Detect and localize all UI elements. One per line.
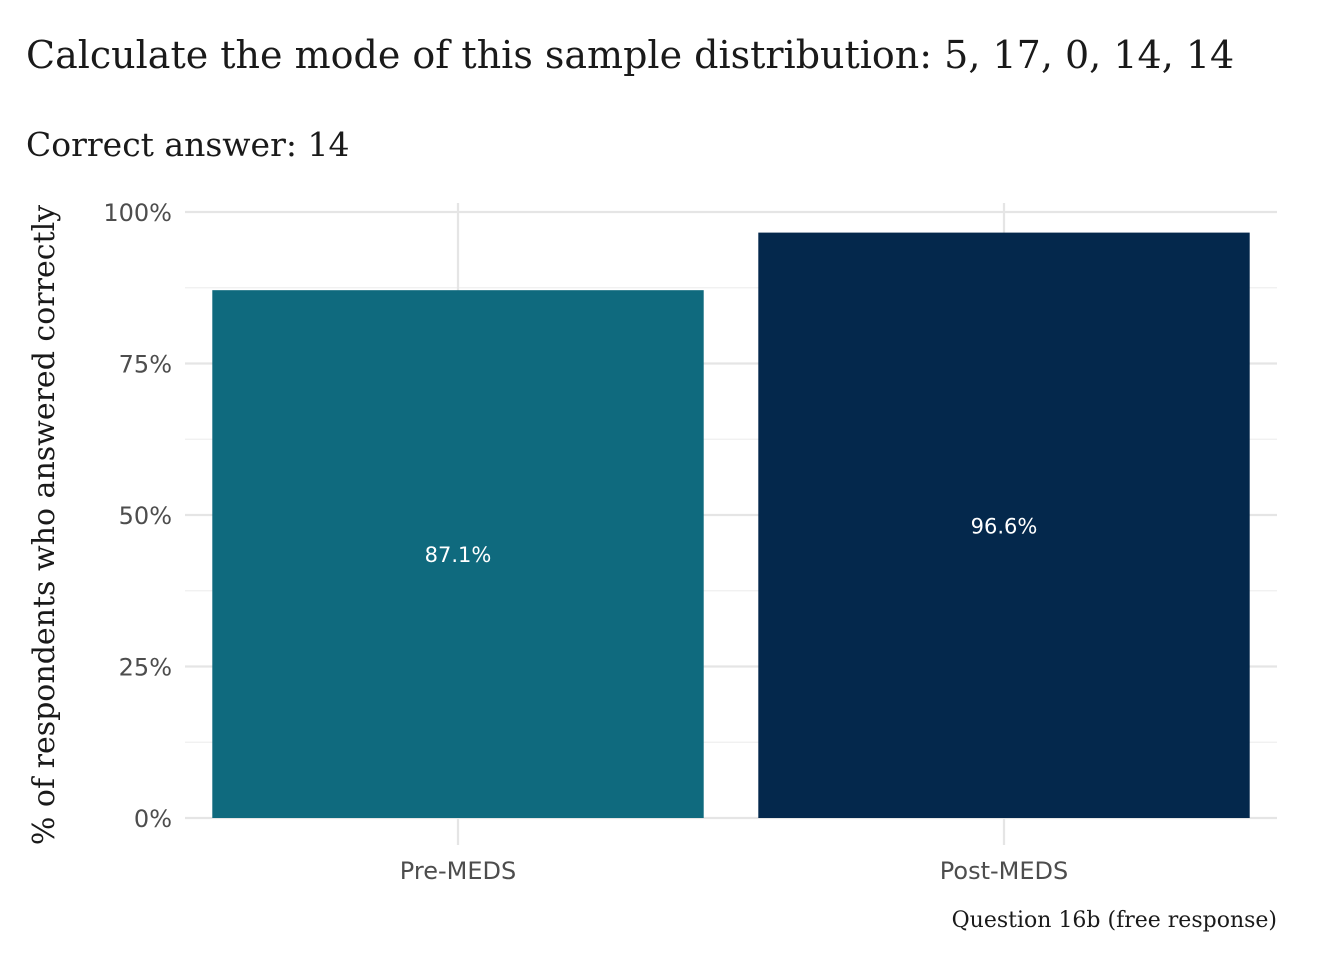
chart-title: Calculate the mode of this sample distri… xyxy=(26,33,1234,77)
y-axis-label: % of respondents who answered correctly xyxy=(27,205,62,845)
x-tick-label: Post-MEDS xyxy=(940,857,1068,885)
bar xyxy=(758,232,1250,818)
y-tick-label: 75% xyxy=(119,351,172,379)
bar xyxy=(212,290,704,818)
y-tick-label: 100% xyxy=(103,199,172,227)
bar-value-label: 87.1% xyxy=(425,543,492,567)
y-axis-ticks: 0% 25% 50% 75% 100% xyxy=(103,199,172,833)
chart-caption: Question 16b (free response) xyxy=(952,908,1277,933)
y-tick-label: 50% xyxy=(119,502,172,530)
bars: 87.1% 96.6% xyxy=(212,232,1250,818)
bar-value-label: 96.6% xyxy=(971,514,1038,538)
y-tick-label: 25% xyxy=(119,654,172,682)
chart-subtitle: Correct answer: 14 xyxy=(26,125,349,164)
x-tick-label: Pre-MEDS xyxy=(400,857,516,885)
x-axis-ticks: Pre-MEDS Post-MEDS xyxy=(400,857,1068,885)
y-tick-label: 0% xyxy=(134,805,172,833)
